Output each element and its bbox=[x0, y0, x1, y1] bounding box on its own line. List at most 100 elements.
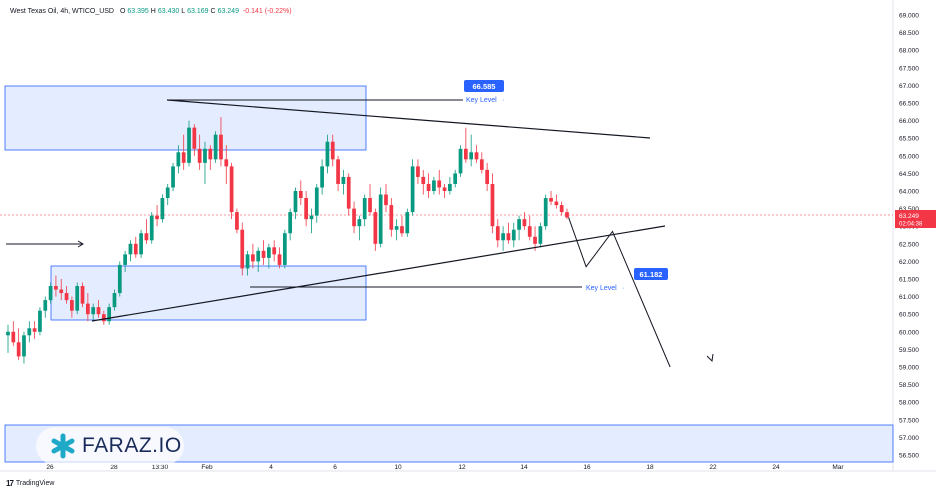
time-tick-label: 6 bbox=[333, 464, 337, 471]
lower-level-text: Key Level bbox=[586, 285, 617, 292]
candle-up bbox=[128, 243, 133, 255]
candle-up bbox=[341, 176, 346, 184]
price-tick-label: 62.500 bbox=[899, 241, 919, 248]
candle-down bbox=[304, 198, 308, 220]
candle-up bbox=[6, 331, 10, 336]
candle-up bbox=[293, 191, 298, 213]
low-label: L bbox=[181, 8, 186, 15]
candle-down bbox=[330, 141, 335, 160]
candle-down bbox=[261, 250, 266, 258]
upper-level-label[interactable]: 66.585 Key Level · bbox=[464, 80, 504, 104]
candle-down bbox=[277, 254, 282, 265]
open-label: O bbox=[119, 8, 126, 15]
candle-down bbox=[495, 226, 500, 241]
candle-down bbox=[224, 159, 229, 167]
price-tick-label: 66.000 bbox=[899, 118, 919, 125]
time-tick-label: 16 bbox=[583, 464, 591, 471]
candle-down bbox=[240, 229, 245, 269]
candle-up bbox=[187, 127, 191, 163]
candle-up bbox=[357, 219, 362, 227]
candle-down bbox=[400, 226, 404, 234]
candle-up bbox=[165, 187, 170, 199]
candle-up bbox=[203, 148, 207, 163]
candle-down bbox=[346, 176, 351, 209]
candle-down bbox=[155, 215, 159, 220]
projection-path[interactable] bbox=[568, 217, 671, 368]
symbol-title: West Texas Oil, 4h, WTICO_USD bbox=[10, 8, 114, 15]
candle-down bbox=[533, 236, 537, 244]
candle-up bbox=[517, 219, 521, 230]
candle-down bbox=[219, 134, 223, 160]
watermark-text: FARAZ.IO bbox=[82, 434, 182, 457]
candle-up bbox=[123, 254, 127, 265]
ascending-trendline[interactable] bbox=[91, 225, 666, 322]
candle-down bbox=[554, 201, 559, 206]
upper-level-value: 66.585 bbox=[473, 82, 496, 91]
price-tick-label: 68.500 bbox=[899, 30, 919, 37]
candle-down bbox=[368, 198, 372, 213]
candle-up bbox=[501, 233, 505, 241]
current-price-tag: 63.249 02:04:38 bbox=[895, 210, 936, 228]
candle-up bbox=[538, 226, 543, 244]
time-tick-label: 13:30 bbox=[152, 464, 169, 471]
candle-up bbox=[112, 293, 117, 308]
candle-up bbox=[117, 264, 122, 294]
price-tick-label: 59.000 bbox=[899, 364, 919, 371]
candle-down bbox=[16, 342, 21, 357]
upper-level-dash: · bbox=[502, 97, 504, 104]
candle-up bbox=[448, 183, 452, 192]
lower-level-badge bbox=[634, 268, 668, 280]
candle-up bbox=[256, 250, 261, 262]
candle-down bbox=[490, 183, 495, 227]
candle-up bbox=[38, 310, 42, 332]
candle-down bbox=[416, 166, 420, 177]
candle-up bbox=[511, 229, 516, 241]
candle-down bbox=[251, 254, 255, 262]
candle-down bbox=[64, 293, 69, 301]
candles-group bbox=[6, 117, 569, 364]
candle-up bbox=[107, 307, 112, 322]
candle-down bbox=[479, 159, 484, 170]
candle-up bbox=[75, 286, 80, 311]
candle-down bbox=[11, 331, 16, 343]
price-tick-label: 67.000 bbox=[899, 83, 919, 90]
close-label: C bbox=[210, 8, 216, 15]
time-tick-label: 10 bbox=[394, 464, 402, 471]
lower-level-label[interactable]: 61.182 Key Level · bbox=[586, 268, 668, 292]
candle-down bbox=[80, 286, 85, 304]
candle-up bbox=[453, 173, 458, 184]
time-tick-label: Feb bbox=[201, 464, 213, 471]
candle-up bbox=[410, 166, 415, 213]
candle-up bbox=[91, 307, 96, 315]
candle-up bbox=[43, 300, 48, 311]
candle-up bbox=[149, 215, 154, 241]
candle-down bbox=[426, 183, 431, 192]
candle-down bbox=[352, 208, 356, 227]
time-tick-label: 4 bbox=[269, 464, 273, 471]
tradingview-footer[interactable]: 17 TradingView bbox=[6, 479, 54, 488]
candle-down bbox=[101, 314, 106, 322]
candle-up bbox=[139, 233, 143, 255]
time-tick-label: 24 bbox=[772, 464, 780, 471]
price-tick-label: 67.500 bbox=[899, 65, 919, 72]
candle-down bbox=[54, 286, 58, 290]
price-tick-label: 64.000 bbox=[899, 189, 919, 196]
candle-down bbox=[549, 198, 553, 202]
price-tick-label: 61.500 bbox=[899, 276, 919, 283]
candle-down bbox=[559, 205, 564, 213]
close-value: 63.249 bbox=[217, 8, 239, 15]
candle-up bbox=[362, 198, 367, 220]
candle-down bbox=[384, 194, 388, 206]
time-axis[interactable]: 26 28 13:30 Feb 4 6 10 12 14 16 18 22 24 Mar bbox=[46, 464, 844, 471]
price-tick-label: 56.500 bbox=[899, 452, 919, 459]
price-tick-label: 59.500 bbox=[899, 347, 919, 354]
price-tick-label: 62.000 bbox=[899, 259, 919, 266]
upper-zone[interactable] bbox=[4, 85, 367, 151]
price-tick-label: 64.500 bbox=[899, 171, 919, 178]
upper-level-badge bbox=[464, 80, 504, 92]
time-tick-label: 14 bbox=[520, 464, 528, 471]
price-tick-label: 65.500 bbox=[899, 136, 919, 143]
descending-trendline[interactable] bbox=[166, 99, 651, 139]
candle-up bbox=[176, 152, 181, 167]
